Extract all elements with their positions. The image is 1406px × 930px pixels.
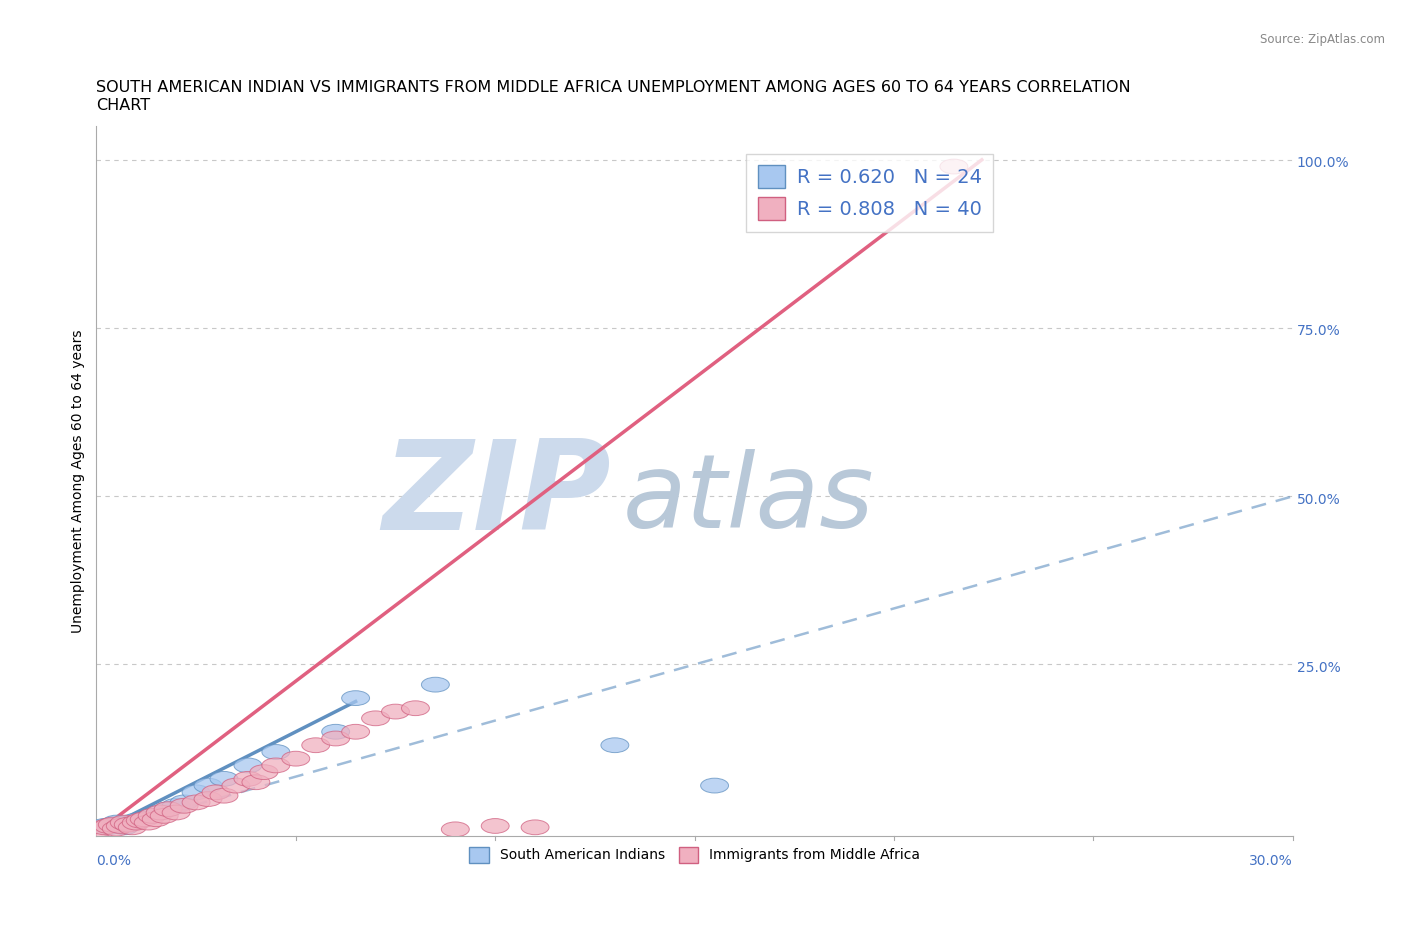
Ellipse shape (107, 818, 134, 833)
Ellipse shape (138, 808, 166, 823)
Ellipse shape (131, 812, 157, 827)
Legend: South American Indians, Immigrants from Middle Africa: South American Indians, Immigrants from … (464, 841, 925, 869)
Ellipse shape (94, 820, 122, 835)
Ellipse shape (202, 785, 231, 800)
Ellipse shape (302, 737, 329, 752)
Ellipse shape (155, 802, 183, 817)
Ellipse shape (134, 816, 162, 830)
Ellipse shape (110, 820, 138, 835)
Ellipse shape (114, 817, 142, 832)
Ellipse shape (94, 818, 122, 833)
Ellipse shape (600, 737, 628, 752)
Ellipse shape (162, 805, 190, 820)
Ellipse shape (250, 764, 278, 779)
Text: atlas: atlas (623, 449, 875, 549)
Ellipse shape (342, 691, 370, 706)
Ellipse shape (183, 795, 209, 810)
Ellipse shape (103, 816, 131, 830)
Ellipse shape (118, 820, 146, 835)
Ellipse shape (90, 820, 118, 835)
Ellipse shape (209, 789, 238, 804)
Ellipse shape (103, 821, 131, 836)
Ellipse shape (122, 816, 150, 830)
Text: SOUTH AMERICAN INDIAN VS IMMIGRANTS FROM MIDDLE AFRICA UNEMPLOYMENT AMONG AGES 6: SOUTH AMERICAN INDIAN VS IMMIGRANTS FROM… (97, 80, 1130, 113)
Ellipse shape (233, 772, 262, 786)
Ellipse shape (138, 808, 166, 823)
Ellipse shape (222, 778, 250, 793)
Ellipse shape (170, 798, 198, 813)
Ellipse shape (322, 731, 350, 746)
Ellipse shape (209, 772, 238, 786)
Ellipse shape (107, 818, 134, 833)
Ellipse shape (110, 816, 138, 830)
Ellipse shape (281, 751, 309, 766)
Ellipse shape (98, 817, 127, 832)
Ellipse shape (322, 724, 350, 739)
Ellipse shape (194, 791, 222, 806)
Ellipse shape (522, 820, 550, 835)
Ellipse shape (183, 785, 209, 800)
Text: Source: ZipAtlas.com: Source: ZipAtlas.com (1260, 33, 1385, 46)
Ellipse shape (194, 778, 222, 793)
Ellipse shape (90, 818, 118, 833)
Ellipse shape (98, 817, 127, 832)
Ellipse shape (170, 795, 198, 810)
Text: 25.0%: 25.0% (1296, 661, 1340, 675)
Ellipse shape (481, 818, 509, 833)
Ellipse shape (262, 745, 290, 760)
Ellipse shape (146, 805, 174, 820)
Y-axis label: Unemployment Among Ages 60 to 64 years: Unemployment Among Ages 60 to 64 years (72, 329, 86, 632)
Ellipse shape (122, 813, 150, 828)
Text: 50.0%: 50.0% (1296, 493, 1340, 507)
Ellipse shape (142, 812, 170, 827)
Text: 0.0%: 0.0% (97, 854, 131, 868)
Ellipse shape (700, 778, 728, 793)
Text: ZIP: ZIP (382, 435, 610, 556)
Ellipse shape (361, 711, 389, 725)
Ellipse shape (127, 813, 155, 828)
Text: 30.0%: 30.0% (1249, 854, 1294, 868)
Ellipse shape (262, 758, 290, 773)
Ellipse shape (441, 822, 470, 837)
Ellipse shape (155, 802, 183, 817)
Ellipse shape (422, 677, 450, 692)
Ellipse shape (941, 159, 967, 174)
Ellipse shape (131, 812, 157, 827)
Ellipse shape (381, 704, 409, 719)
Ellipse shape (242, 775, 270, 790)
Ellipse shape (86, 822, 114, 837)
Text: 75.0%: 75.0% (1296, 325, 1340, 339)
Ellipse shape (146, 805, 174, 820)
Ellipse shape (162, 798, 190, 813)
Ellipse shape (342, 724, 370, 739)
Ellipse shape (233, 758, 262, 773)
Text: 100.0%: 100.0% (1296, 156, 1350, 170)
Ellipse shape (150, 808, 179, 823)
Ellipse shape (114, 816, 142, 830)
Ellipse shape (402, 701, 429, 715)
